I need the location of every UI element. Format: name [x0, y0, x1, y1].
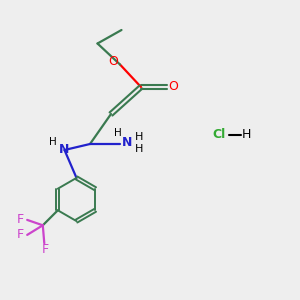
Text: H: H: [114, 128, 122, 138]
Text: N: N: [59, 143, 69, 156]
Text: Cl: Cl: [212, 128, 226, 142]
Text: F: F: [17, 213, 24, 226]
Text: H: H: [134, 143, 143, 154]
Text: F: F: [41, 243, 49, 256]
Text: H: H: [134, 132, 143, 142]
Text: H: H: [242, 128, 251, 142]
Text: O: O: [168, 80, 178, 94]
Text: O: O: [109, 55, 118, 68]
Text: N: N: [122, 136, 133, 149]
Text: H: H: [49, 136, 57, 147]
Text: F: F: [17, 228, 24, 242]
